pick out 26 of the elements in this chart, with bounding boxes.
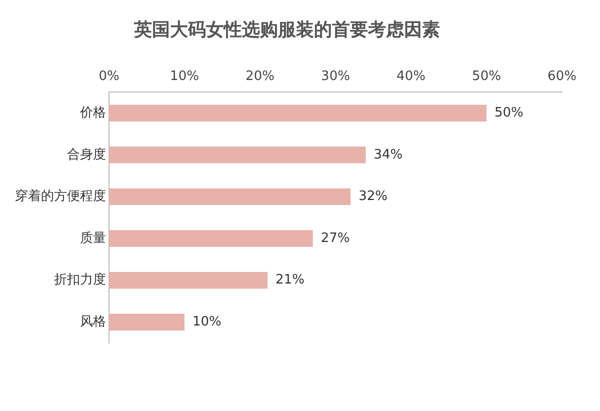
x-tick-label: 50% [472, 68, 501, 84]
bar [109, 104, 486, 122]
bar [109, 188, 351, 206]
data-label: 10% [192, 314, 222, 330]
y-tick-label: 合身度 [67, 146, 106, 162]
y-tick-label: 折扣力度 [54, 272, 106, 288]
data-label: 34% [374, 147, 403, 162]
bar [109, 146, 366, 164]
y-tick-label: 价格 [79, 105, 106, 120]
x-tick-label: 0% [98, 68, 120, 84]
data-label: 32% [358, 189, 388, 204]
data-label: 27% [320, 230, 350, 246]
y-tick-label: 风格 [80, 314, 106, 330]
data-label: 50% [494, 105, 524, 120]
bar [109, 272, 268, 289]
x-tick-label: 60% [548, 68, 576, 84]
x-tick-label: 40% [396, 68, 426, 84]
x-tick-label: 20% [246, 68, 274, 84]
y-tick-label: 穿着的方便程度 [15, 188, 106, 204]
x-tick-label: 10% [170, 68, 199, 84]
bar [109, 314, 184, 330]
chart-title: 英国大码女性选购服装的首要考虑因素 [133, 19, 440, 40]
data-label: 21% [276, 272, 304, 288]
x-tick-label: 30% [321, 68, 350, 84]
y-tick-label: 质量 [80, 230, 106, 246]
bar [109, 230, 313, 247]
